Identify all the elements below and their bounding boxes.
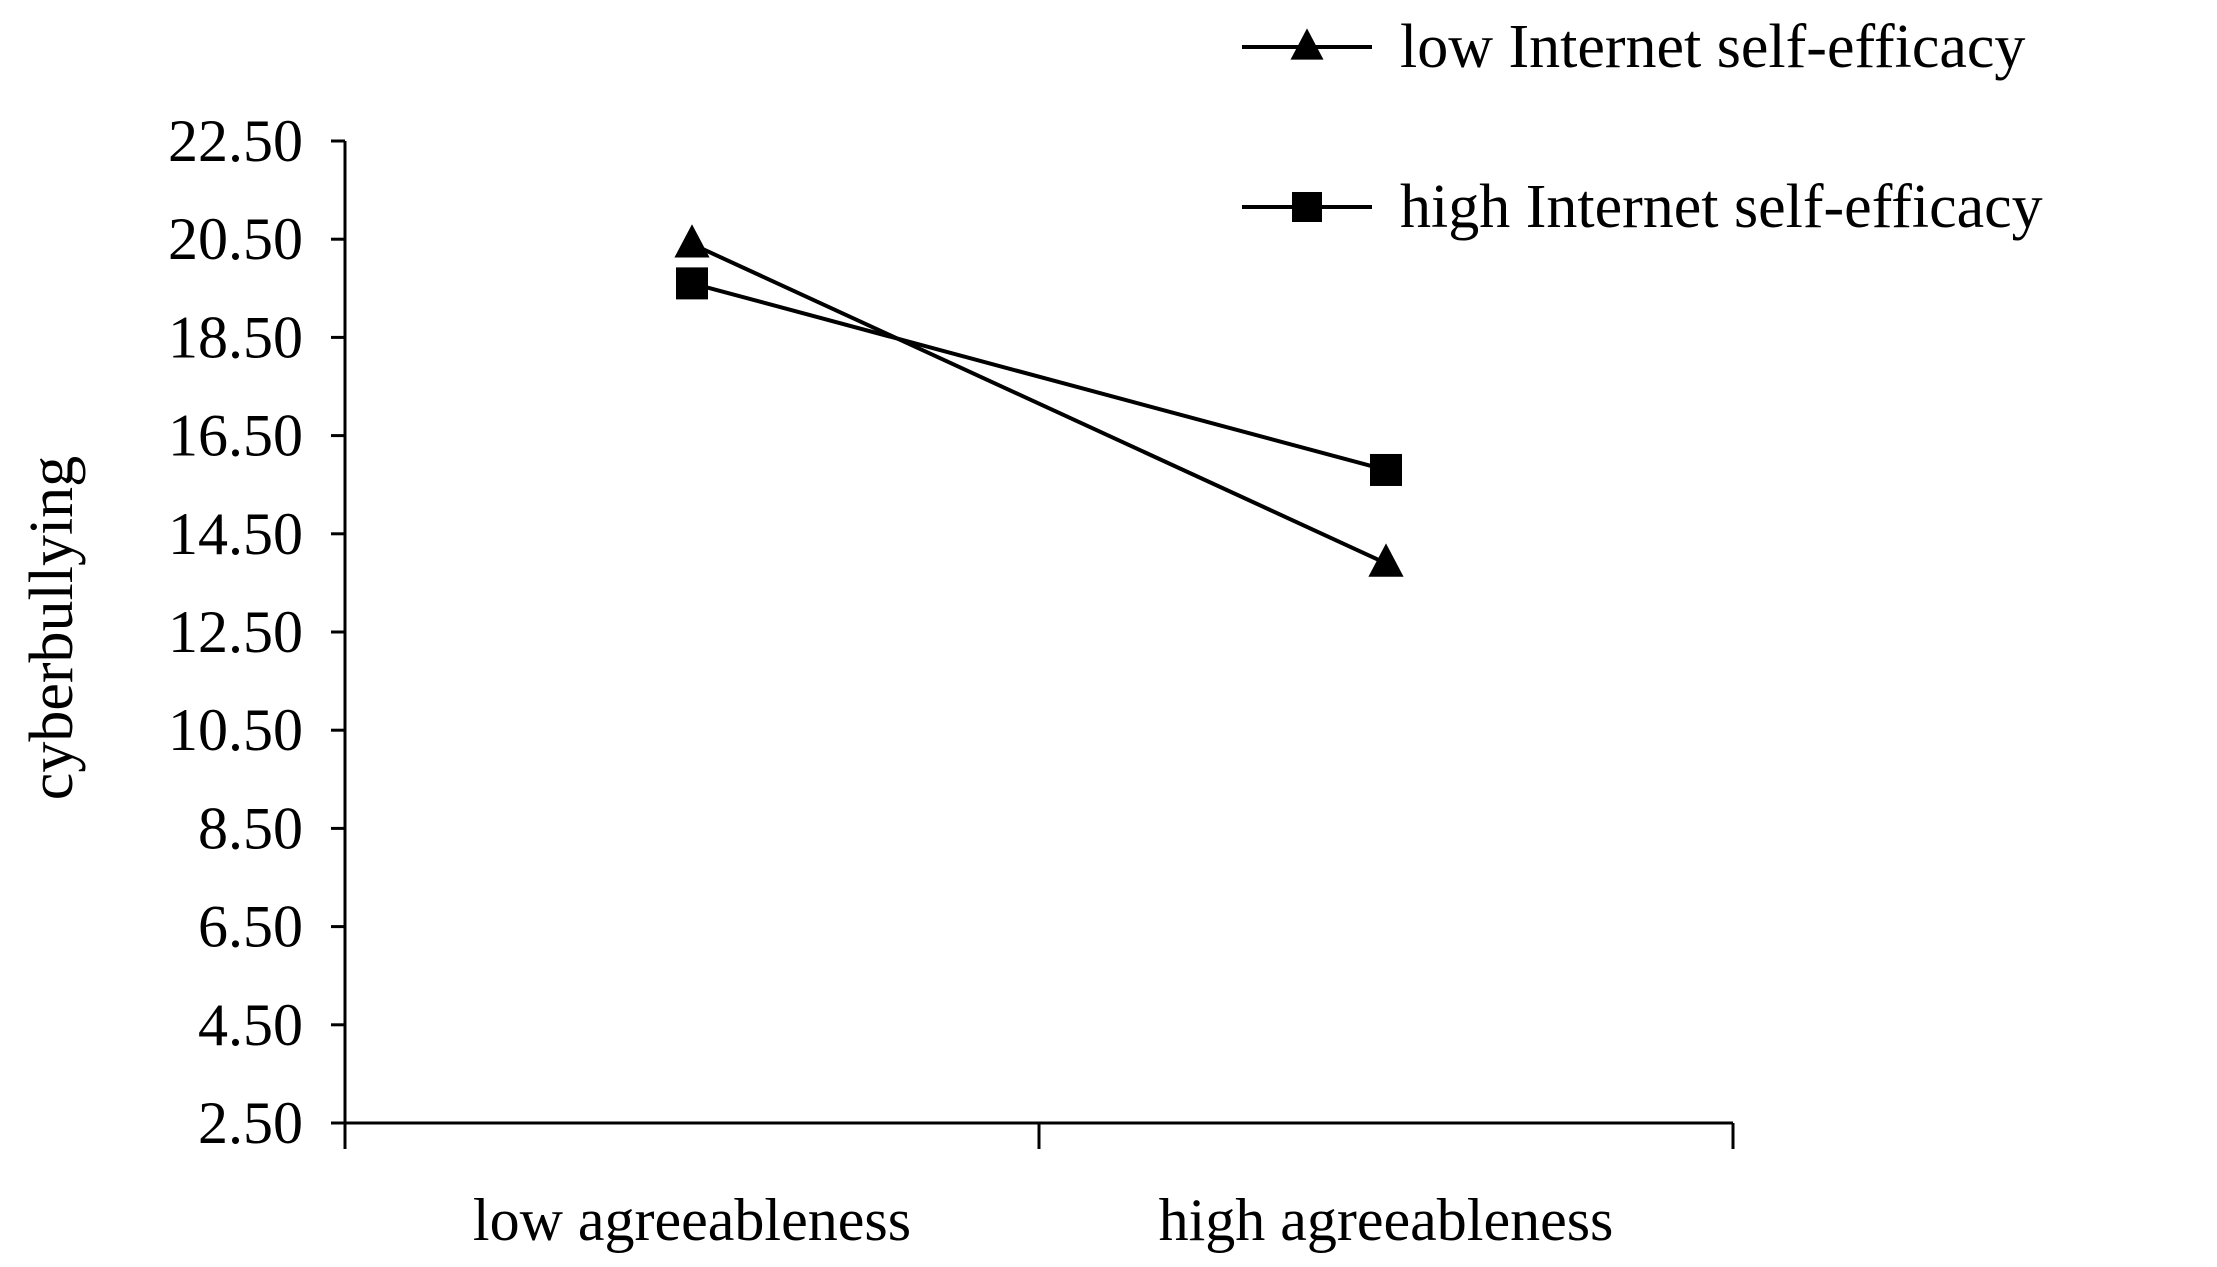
- y-tick-label: 14.50: [168, 501, 303, 567]
- series-lines: [691, 242, 1387, 566]
- data-point-square: [1370, 453, 1402, 486]
- y-tick-label: 22.50: [168, 108, 303, 174]
- y-tick-label: 10.50: [168, 697, 303, 763]
- series-line-2: [691, 281, 1387, 472]
- y-tick-label: 2.50: [198, 1090, 303, 1156]
- x-tick-label: low agreeableness: [473, 1187, 911, 1253]
- data-point-triangle: [1368, 543, 1404, 577]
- series-markers: [674, 224, 1404, 577]
- y-tick-label: 12.50: [168, 599, 303, 665]
- y-tick-label: 20.50: [168, 206, 303, 272]
- legend: low Internet self-efficacy high Internet …: [1242, 13, 2043, 241]
- y-tick-label: 6.50: [198, 894, 303, 960]
- y-tick-label: 8.50: [198, 795, 303, 861]
- data-point-triangle: [674, 224, 710, 258]
- legend-label: low Internet self-efficacy: [1400, 13, 2025, 81]
- y-axis-title: cyberbullying: [18, 456, 86, 800]
- legend-label: high Internet self-efficacy: [1400, 173, 2043, 241]
- series-line-1: [691, 242, 1387, 566]
- legend-marker-triangle: [1290, 28, 1324, 60]
- y-tick-label: 16.50: [168, 403, 303, 469]
- y-tick-label: 4.50: [198, 992, 303, 1058]
- x-axis-ticks: low agreeableness high agreeableness: [343, 1123, 1735, 1253]
- x-tick-label: high agreeableness: [1159, 1187, 1614, 1253]
- data-point-square: [676, 267, 708, 300]
- y-tick-label: 18.50: [168, 304, 303, 370]
- axes: [343, 141, 1733, 1125]
- y-axis-ticks: 22.50 20.50 18.50 16.50 14.50 12.50 10.50 8.50 6…: [168, 108, 345, 1156]
- legend-marker-square: [1292, 192, 1322, 222]
